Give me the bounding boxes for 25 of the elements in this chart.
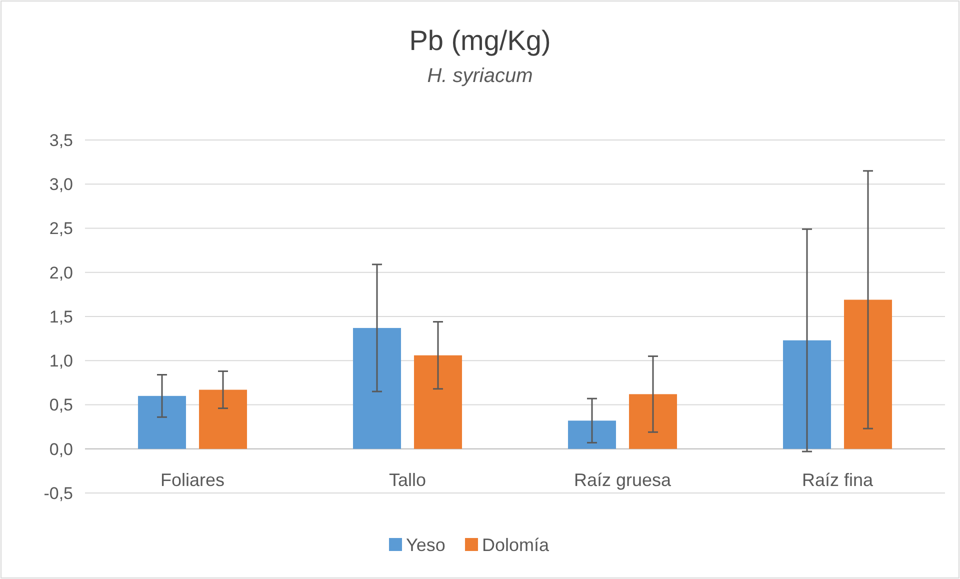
x-tick-label: Tallo [388, 470, 426, 490]
y-tick-label: 0,5 [49, 396, 73, 415]
y-tick-label: 2,5 [49, 219, 73, 238]
bar [353, 328, 401, 449]
bar [629, 394, 677, 449]
x-tick-label: Raíz gruesa [574, 470, 672, 490]
y-tick-label: 2,0 [49, 263, 73, 282]
bar [199, 390, 247, 449]
chart-subtitle: H. syriacum [427, 65, 533, 87]
legend-label: Yeso [406, 535, 446, 555]
bar [138, 396, 186, 449]
bar [568, 420, 616, 449]
y-tick-label: -0,5 [44, 484, 73, 503]
y-tick-label: 1,0 [49, 352, 73, 371]
x-tick-label: Raíz fina [802, 470, 874, 490]
bar [844, 300, 892, 449]
x-tick-label: Foliares [160, 470, 225, 490]
bar [783, 340, 831, 449]
y-tick-label: 3,5 [49, 130, 73, 150]
bar [414, 355, 462, 449]
y-tick-label: 0,0 [49, 440, 73, 459]
y-tick-label: 3,0 [49, 175, 73, 194]
chart-title: Pb (mg/Kg) [409, 25, 551, 56]
y-tick-label: 1,5 [49, 307, 73, 326]
legend-label: Dolomía [482, 535, 550, 555]
